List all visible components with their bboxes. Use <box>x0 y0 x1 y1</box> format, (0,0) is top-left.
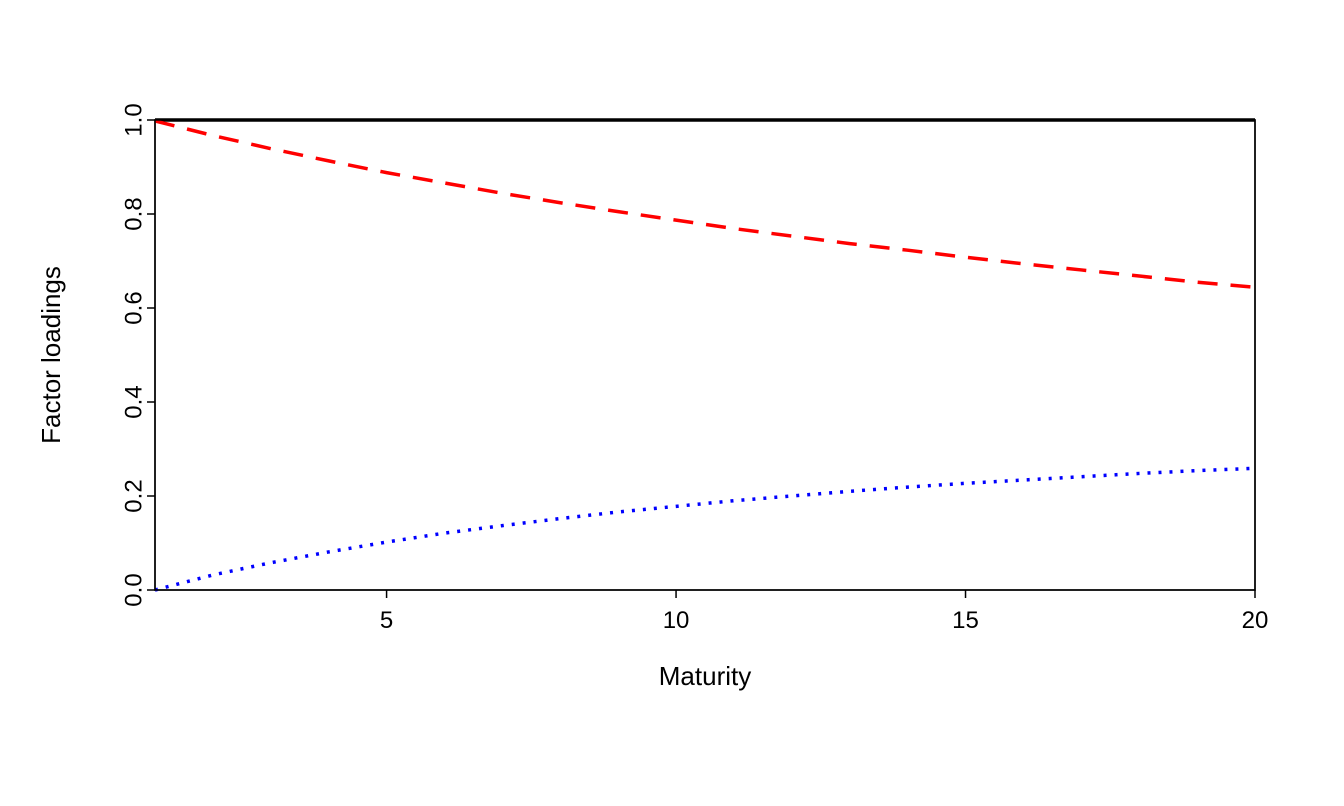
xtick-label: 10 <box>663 607 690 634</box>
factor-loadings-chart: 5 10 15 20 0.0 0.2 0.4 0.6 0.8 1.0 Maturity Factor … <box>0 0 1344 806</box>
ytick-label: 0.6 <box>120 291 147 324</box>
ytick-label: 1.0 <box>120 103 147 136</box>
xtick-label: 20 <box>1242 607 1269 634</box>
ytick-label: 0.0 <box>120 573 147 606</box>
y-axis-label: Factor loadings <box>36 266 66 444</box>
ytick-label: 0.8 <box>120 197 147 230</box>
ytick-label: 0.2 <box>120 479 147 512</box>
ytick-label: 0.4 <box>120 385 147 418</box>
chart-svg: 5 10 15 20 0.0 0.2 0.4 0.6 0.8 1.0 Maturity Factor … <box>0 0 1344 806</box>
xtick-label: 15 <box>952 607 979 634</box>
x-axis-label: Maturity <box>659 661 751 691</box>
xtick-label: 5 <box>380 607 393 634</box>
